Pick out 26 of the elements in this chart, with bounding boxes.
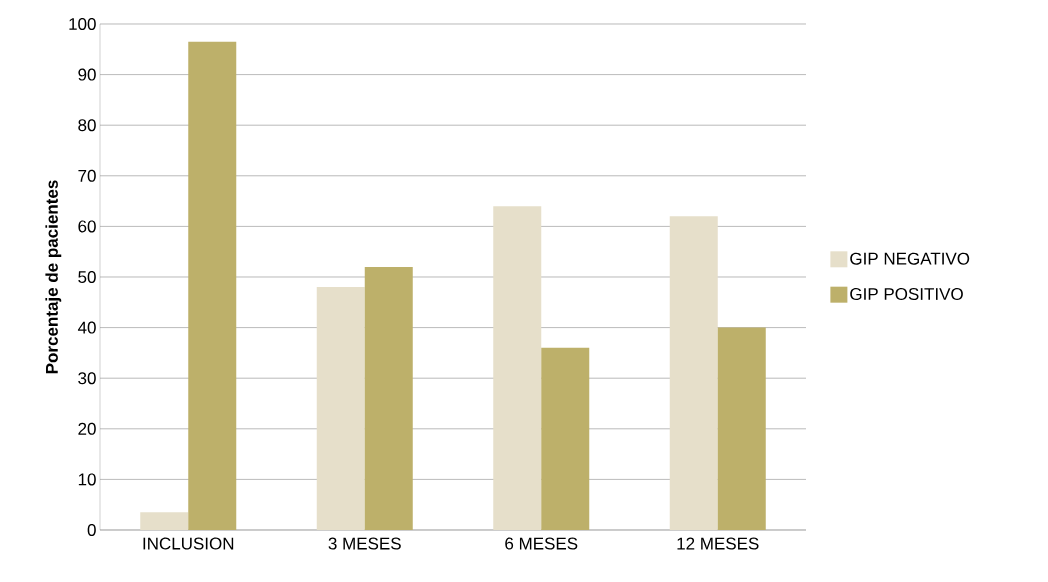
y-tick-label: 30 <box>78 372 96 385</box>
y-axis-title: Porcentaje de pacientes <box>45 180 62 374</box>
bar <box>493 206 542 530</box>
bar <box>364 266 413 530</box>
x-tick-label: 3 MESES <box>328 537 401 550</box>
y-tick-label: 90 <box>78 68 96 81</box>
x-tick-label: 12 MESES <box>677 537 759 550</box>
legend-label: GIP NEGATIVO <box>850 252 970 265</box>
y-tick-label: 70 <box>78 169 96 182</box>
x-tick-label: INCLUSION <box>143 537 234 550</box>
y-tick-label: 50 <box>78 270 96 284</box>
y-tick-label: 20 <box>78 422 96 435</box>
bar <box>316 287 365 530</box>
y-tick-label: 80 <box>78 119 96 132</box>
y-tick-label: 40 <box>77 321 96 334</box>
y-tick-label: 100 <box>69 17 96 31</box>
y-tick-label: 10 <box>78 473 96 486</box>
bar <box>188 41 237 530</box>
bar <box>717 327 766 530</box>
y-tick-label: 60 <box>78 220 96 233</box>
y-tick-label: 0 <box>87 523 96 537</box>
bar <box>541 347 590 530</box>
bar <box>140 512 189 530</box>
bar <box>669 216 718 530</box>
legend-label: GIP POSITIVO <box>850 288 963 301</box>
x-tick-label: 6 MESES <box>505 537 578 550</box>
